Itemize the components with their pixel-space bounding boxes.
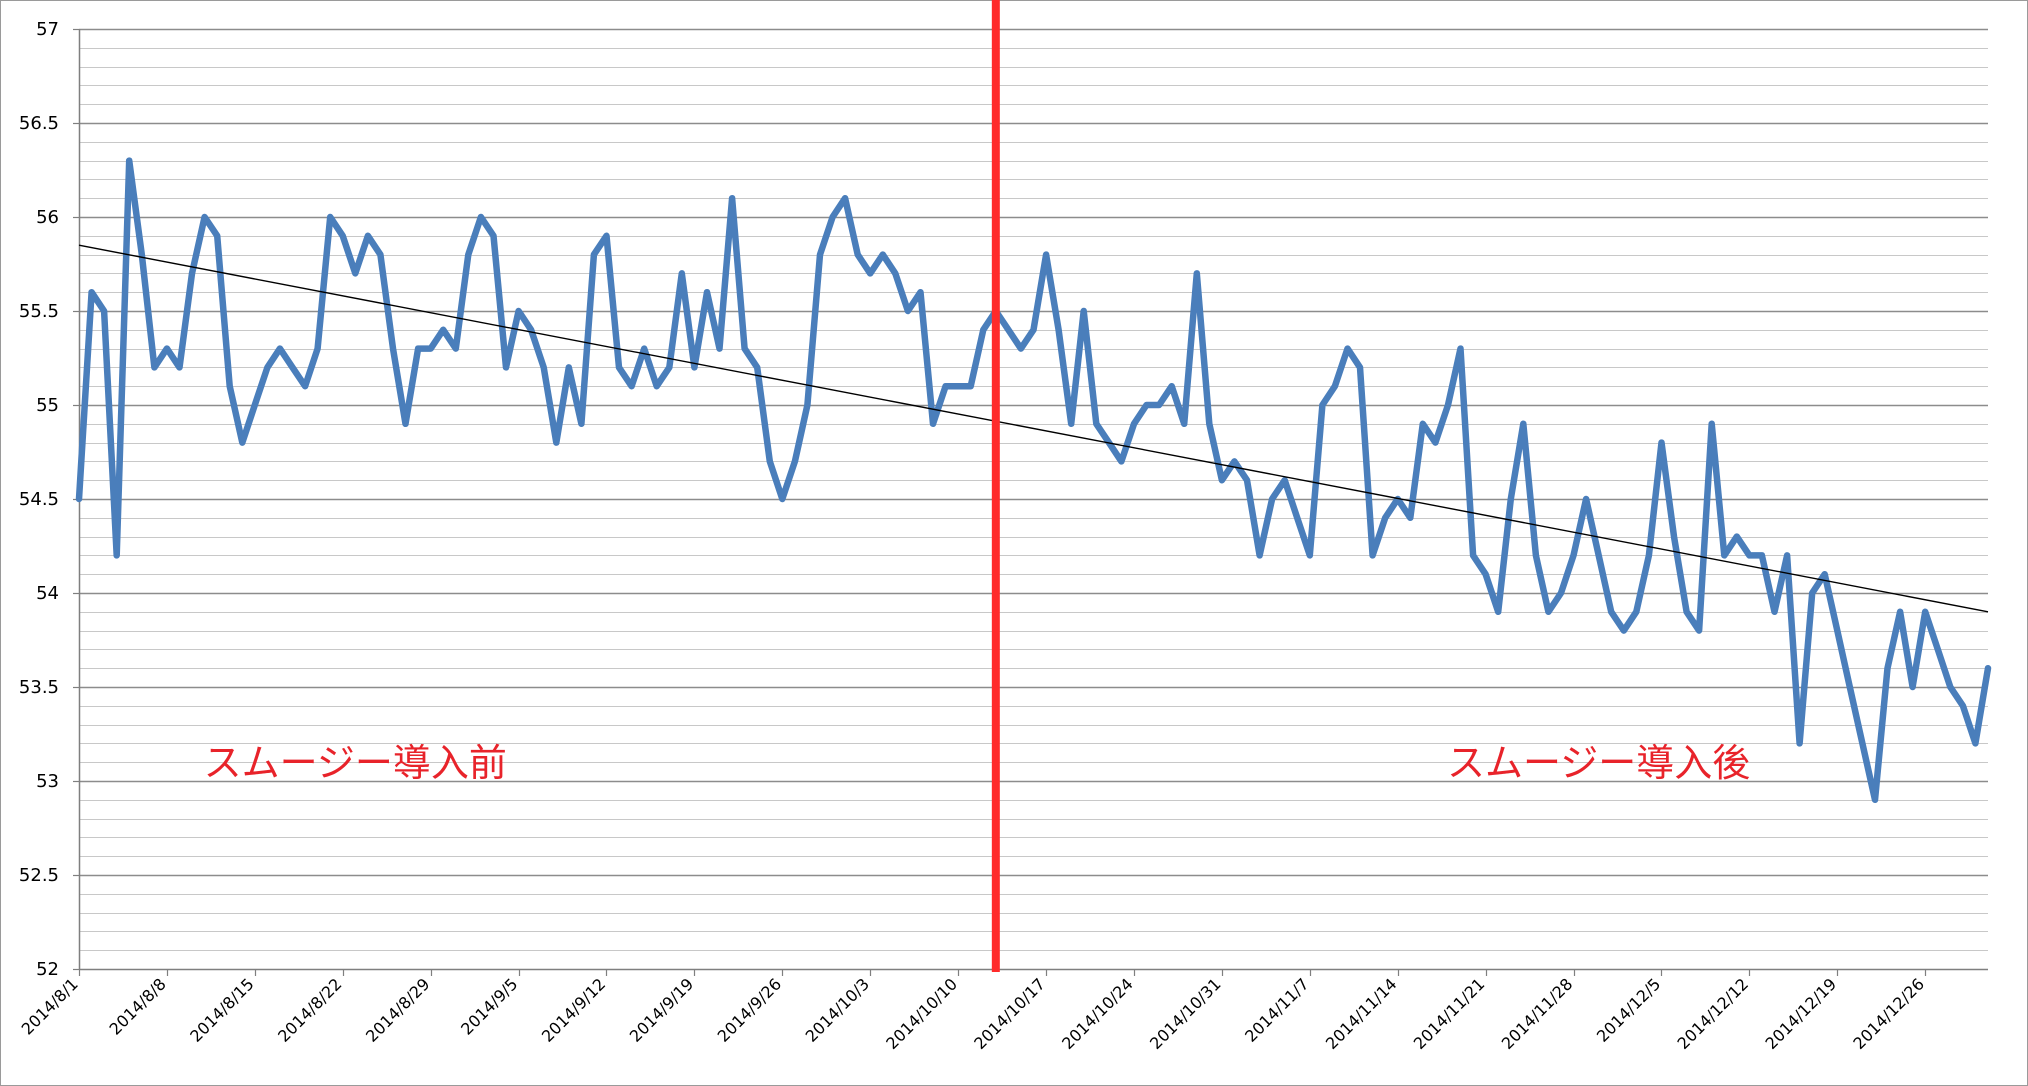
annotation-before: スムージー導入前 <box>204 741 507 785</box>
y-axis-tick-labels: 52 52.5 53 53.5 54 54.5 55 55.5 56 56.5 57 <box>19 19 59 980</box>
y-tick-label: 55.5 <box>19 301 59 322</box>
y-tick-label: 53.5 <box>19 677 59 698</box>
y-tick-label: 57 <box>36 19 59 40</box>
annotations: スムージー導入前 スムージー導入後 <box>204 741 1751 785</box>
annotation-after: スムージー導入後 <box>1447 741 1750 785</box>
y-tick-label: 54 <box>36 583 59 604</box>
y-tick-label: 55 <box>36 395 59 416</box>
trendline-layer <box>78 244 1989 613</box>
trendline <box>78 244 1989 613</box>
y-tick-label: 52 <box>36 959 59 980</box>
y-tick-label: 54.5 <box>19 489 59 510</box>
y-tick-label: 56 <box>36 207 59 228</box>
series-line <box>75 157 1992 804</box>
y-tick-label: 53 <box>36 771 59 792</box>
series-layer <box>75 157 1992 804</box>
y-tick-label: 52.5 <box>19 865 59 886</box>
y-tick-label: 56.5 <box>19 113 59 134</box>
